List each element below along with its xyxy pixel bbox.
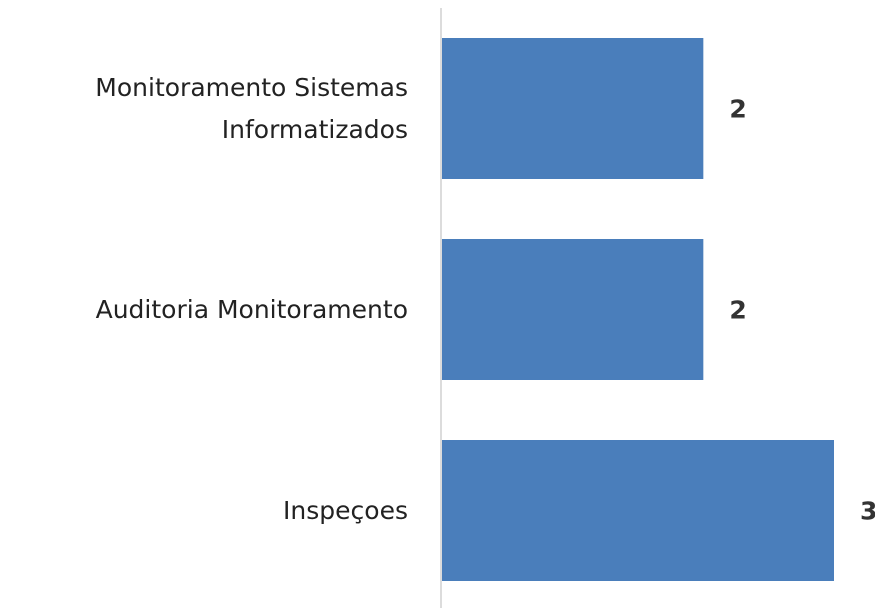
value-label: 2 xyxy=(729,296,746,325)
bar xyxy=(442,38,704,179)
category-label: Inspeçoes xyxy=(283,495,408,525)
category-label: Auditoria Monitoramento xyxy=(95,294,408,324)
bar xyxy=(442,239,704,380)
category-label: Monitoramento Sistemas Informatizados xyxy=(95,72,408,144)
value-label: 2 xyxy=(729,95,746,124)
bar xyxy=(442,440,834,581)
value-label: 3 xyxy=(860,497,875,526)
